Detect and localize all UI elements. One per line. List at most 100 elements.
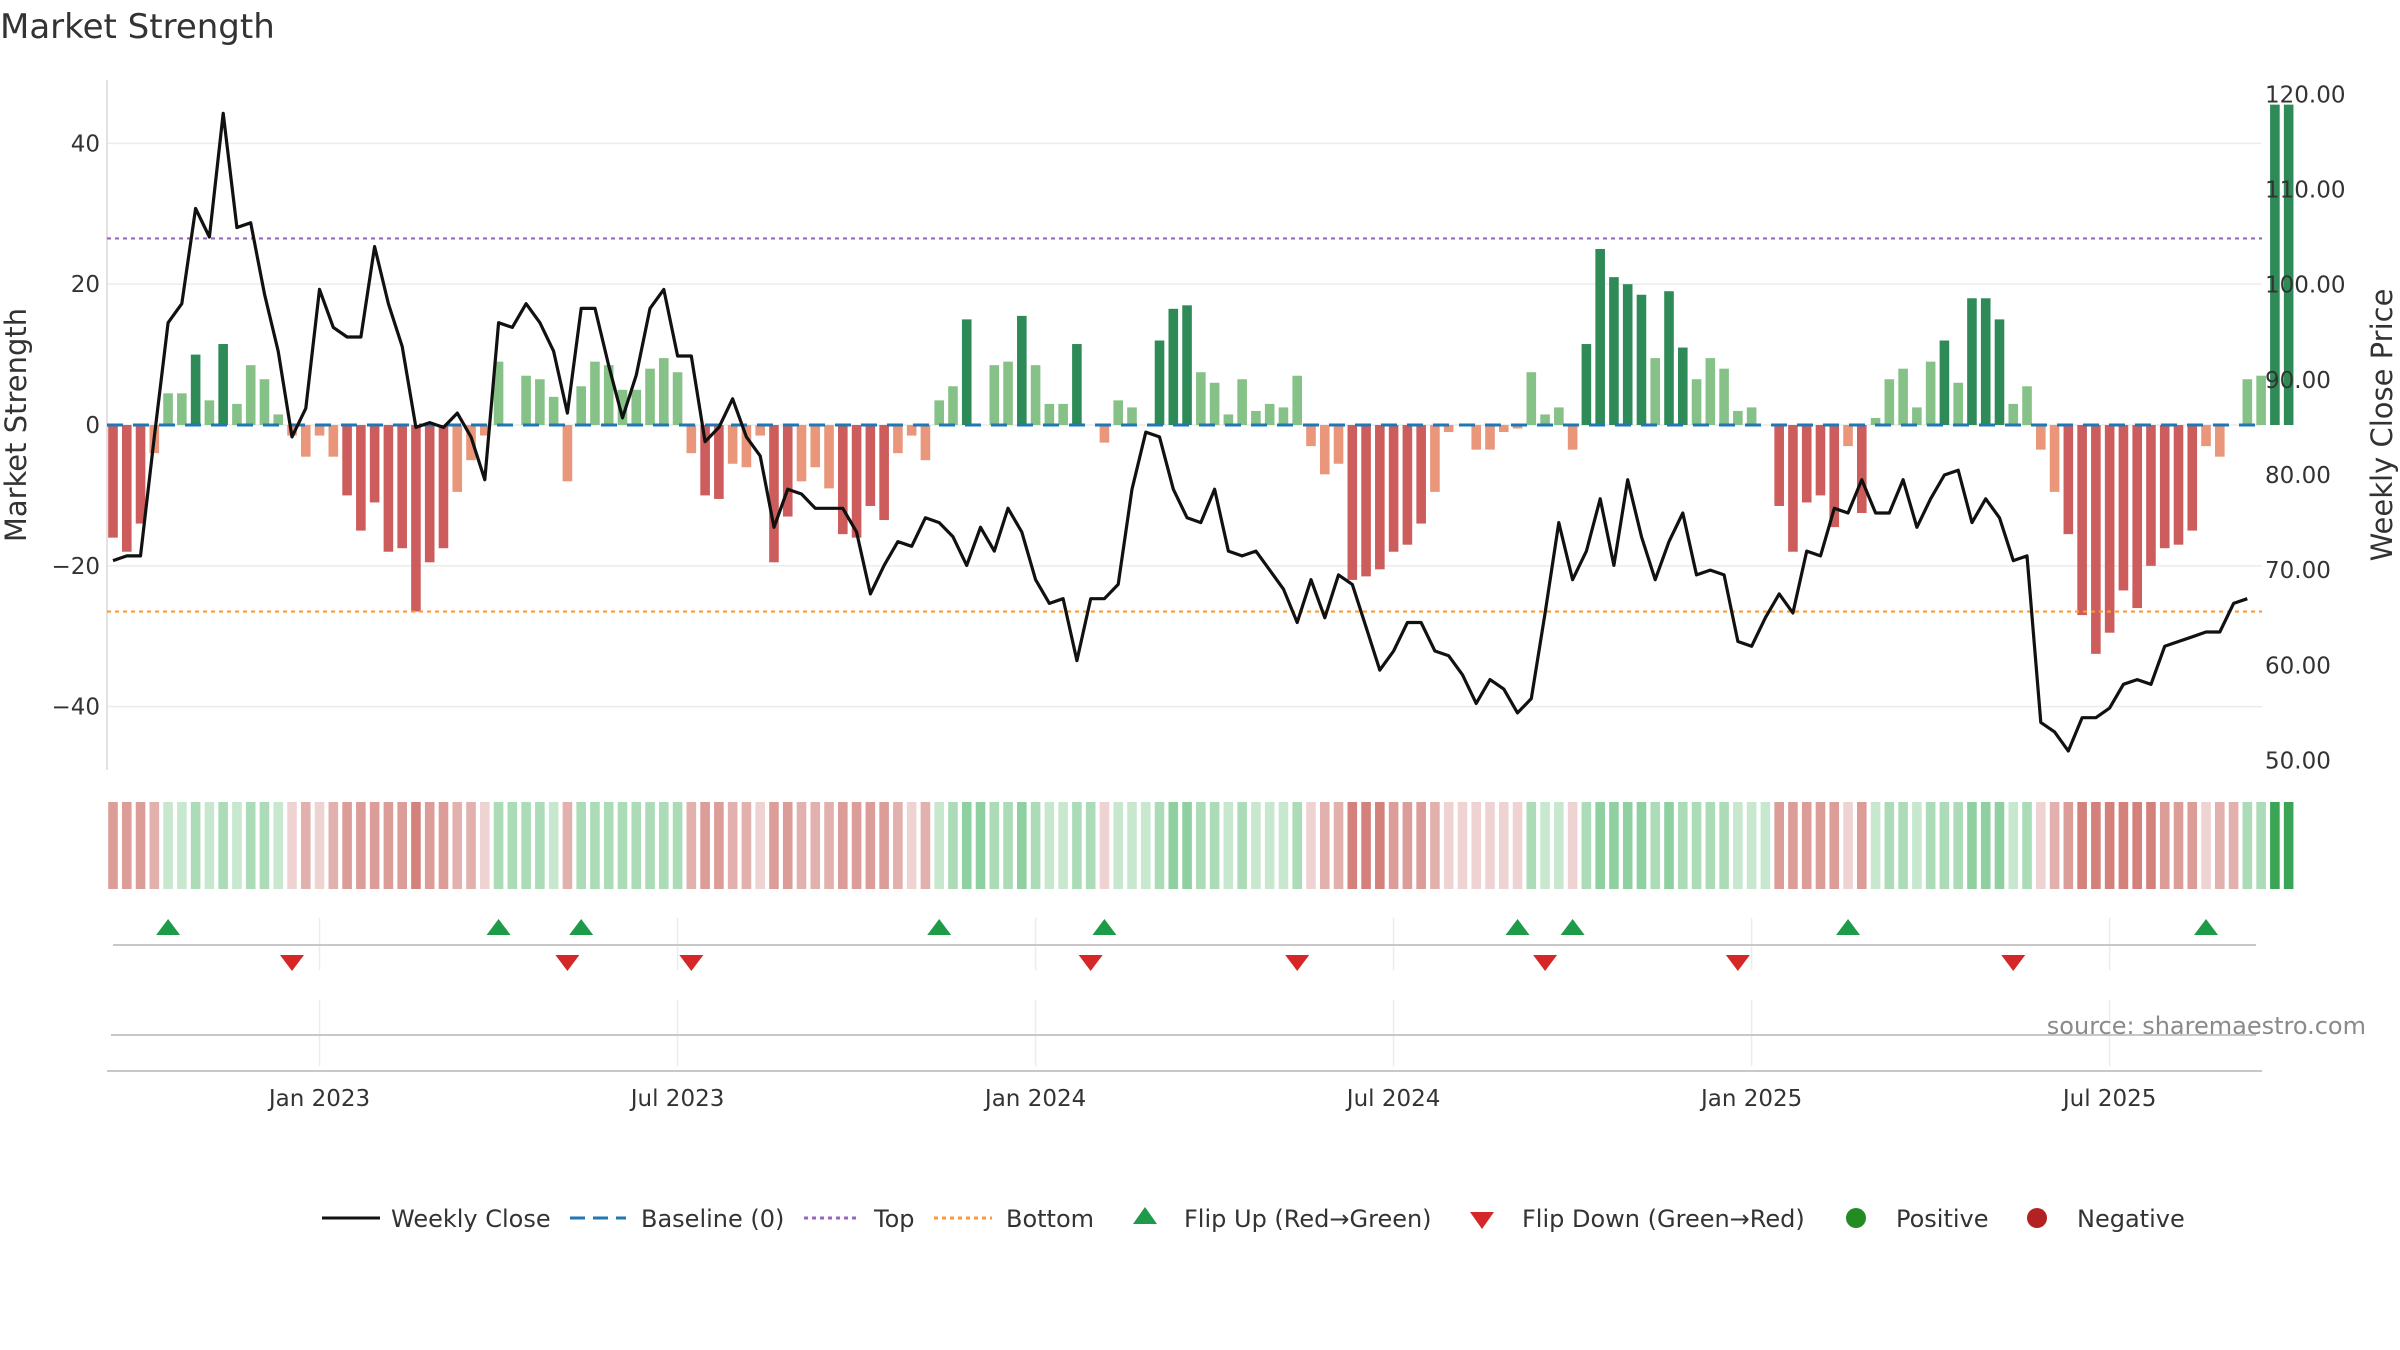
- strength-bar: [1471, 425, 1482, 450]
- strength-bar: [342, 425, 352, 496]
- strip-cell: [1003, 802, 1013, 889]
- strip-cell: [108, 802, 118, 889]
- strip-cell: [1719, 802, 1729, 889]
- strip-cell: [507, 802, 518, 889]
- strip-cell: [1567, 802, 1578, 889]
- strip-cell: [121, 802, 132, 889]
- strength-bar: [906, 425, 917, 436]
- strength-bar: [838, 425, 848, 535]
- strip-cell: [1650, 802, 1661, 889]
- flip-up-marker: [1092, 919, 1117, 935]
- strength-bar: [1815, 425, 1826, 496]
- strength-bar: [1388, 425, 1399, 552]
- strip-cell: [369, 802, 380, 889]
- x-tick-label: Jul 2023: [629, 1086, 725, 1112]
- strength-bar: [135, 425, 146, 524]
- strength-bar: [424, 425, 435, 563]
- strength-bar: [521, 375, 531, 425]
- strip-cell: [1801, 802, 1812, 889]
- strength-bar: [1967, 298, 1977, 425]
- strip-cell: [328, 802, 339, 889]
- strength-bar: [1003, 361, 1013, 425]
- strength-bar: [1058, 403, 1068, 425]
- strip-cell: [2104, 802, 2115, 889]
- strength-bar: [1925, 361, 1936, 425]
- flip-down-marker: [1078, 955, 1103, 971]
- strength-bar: [1801, 425, 1812, 503]
- strength-bar: [1292, 375, 1303, 425]
- strength-bar: [535, 379, 545, 425]
- strip-cell: [659, 802, 669, 889]
- left-tick-label: 0: [85, 413, 100, 439]
- strip-cell: [2132, 802, 2142, 889]
- strip-cell: [1127, 802, 1137, 889]
- legend-negative-label: Negative: [2077, 1205, 2185, 1233]
- strength-bar: [1870, 417, 1881, 425]
- strip-cell: [672, 802, 683, 889]
- strength-bar: [1319, 425, 1330, 475]
- strip-cell: [1072, 802, 1082, 889]
- strength-bar: [1939, 340, 1950, 425]
- flip-up-marker: [1505, 919, 1530, 935]
- strip-cell: [948, 802, 958, 889]
- strip-cell: [548, 802, 559, 889]
- strip-cell: [714, 802, 724, 889]
- strength-bar: [1691, 379, 1702, 425]
- strip-cell: [1388, 802, 1399, 889]
- strength-bar: [466, 425, 476, 461]
- strength-bar: [314, 425, 325, 436]
- x-axis-ticks: Jan 2023 Jul 2023 Jan 2024 Jul 2024 Jan 2025…: [267, 1086, 2157, 1112]
- strength-bar: [686, 425, 697, 454]
- strength-bar: [1182, 305, 1192, 425]
- strip-cell: [1856, 802, 1867, 889]
- strength-bar: [177, 393, 187, 425]
- right-tick-label: 50.00: [2265, 748, 2331, 774]
- strip-cell: [2187, 802, 2198, 889]
- strip-cell: [2118, 802, 2129, 889]
- strip-cell: [2283, 802, 2294, 889]
- strip-cell: [1044, 802, 1055, 889]
- strip-cell: [961, 802, 972, 889]
- strip-cell: [851, 802, 862, 889]
- strip-cell: [342, 802, 352, 889]
- right-tick-label: 120.00: [2265, 82, 2345, 108]
- left-axis-ticks: 40 20 0 −20 −40: [51, 131, 100, 720]
- strength-bar: [1485, 425, 1495, 450]
- strip-cell: [2049, 802, 2060, 889]
- strength-bar: [851, 425, 862, 538]
- strip-cell: [1815, 802, 1826, 889]
- strip-cell: [741, 802, 752, 889]
- strip-cell: [631, 802, 642, 889]
- weekly-close-line: [112, 111, 2248, 753]
- strip-cell: [1168, 802, 1179, 889]
- strip-cell: [576, 802, 586, 889]
- strength-bar: [1567, 425, 1578, 450]
- strip-cell: [1402, 802, 1413, 889]
- strength-bar: [1664, 291, 1674, 425]
- left-tick-label: −40: [51, 695, 100, 721]
- strength-bar: [741, 425, 752, 468]
- strip-cell: [452, 802, 463, 889]
- strip-cell: [1898, 802, 1908, 889]
- strength-bar: [1168, 308, 1179, 425]
- strip-cell: [204, 802, 215, 889]
- chart-title: Market Strength: [0, 7, 275, 47]
- strip-cell: [1237, 802, 1247, 889]
- strip-cell: [1980, 802, 1991, 889]
- strength-bar: [824, 425, 834, 489]
- strip-cell: [521, 802, 531, 889]
- strength-bar: [2159, 425, 2170, 549]
- strength-bar: [1375, 425, 1385, 570]
- strength-bar: [1980, 298, 1991, 425]
- strip-cell: [617, 802, 628, 889]
- strip-cell: [1967, 802, 1977, 889]
- strip-cell: [1485, 802, 1495, 889]
- strength-bar: [2173, 425, 2184, 545]
- strip-cell: [727, 802, 738, 889]
- legend-flip-up-swatch: [1133, 1207, 1157, 1224]
- strength-bar: [2187, 425, 2198, 531]
- legend-flip-down-swatch: [1470, 1212, 1494, 1229]
- strip-cell: [1196, 802, 1206, 889]
- left-tick-label: 40: [71, 131, 100, 157]
- strength-bar: [259, 379, 270, 425]
